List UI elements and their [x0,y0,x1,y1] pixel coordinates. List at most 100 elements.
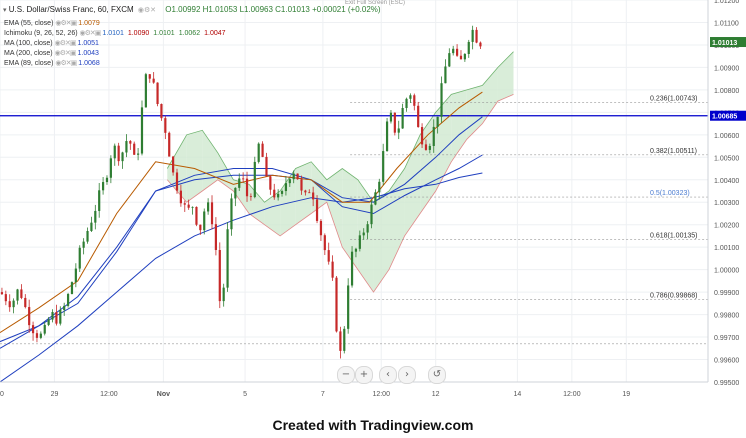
candle-body [436,116,439,127]
candle-body [382,151,385,182]
candle-body [444,66,447,84]
legend-label: EMA (89, close) [4,60,54,67]
chart-header: ▾ U.S. Dollar/Swiss Franc, 60, FXCM ◉ ⚙ … [3,5,381,14]
ichimoku-span-a [166,51,514,203]
candle-body [39,333,42,338]
legend-label: Ichimoku (9, 26, 52, 26) [4,30,78,37]
chevron-right-icon[interactable]: › [398,366,416,384]
legend-row[interactable]: MA (200, close) ◉⚙✕▣ 1.0043 [4,49,103,57]
ichimoku-cloud-segment [186,130,203,203]
candle-body [191,206,194,208]
candle-body [479,42,482,47]
candle-body [144,74,147,108]
legend-value: 1.0101 [153,30,175,37]
candle-body [31,325,35,334]
candle-body [362,232,365,236]
chevron-left-icon[interactable]: ‹ [379,366,397,384]
legend-controls-icon[interactable]: ◉⚙✕▣ [55,60,77,67]
candle-body [35,333,39,338]
candle-body [187,204,190,208]
candle-body [210,202,214,225]
legend-controls-icon[interactable]: ◉⚙✕▣ [55,20,77,27]
candle-body [24,297,27,308]
legend-label: MA (100, close) [4,40,53,47]
price-tick-label: 1.01200 [714,0,739,5]
candle-body [8,301,11,308]
candle-body [409,95,412,99]
candle-body [467,41,470,54]
candle-body [389,112,393,122]
price-chart[interactable]: 0.236(1.00743) 0.382(1.00511) 0.5(1.00323)… [0,0,746,400]
time-tick-label: 12:00 [372,391,390,398]
legend-row[interactable]: MA (100, close) ◉⚙✕▣ 1.0051 [4,39,103,47]
candle-body [195,206,198,225]
candle-body [304,190,307,193]
candle-body [265,156,268,177]
legend-value: 1.0090 [127,30,150,37]
header-controls-icon[interactable]: ◉ ⚙ ✕ [137,7,156,14]
reset-icon[interactable]: ↺ [428,366,446,384]
candle-body [420,127,424,145]
time-tick-label: 00 [0,391,4,398]
ema55-line [0,91,483,334]
candle-body [140,107,144,154]
fib-level-label: 0.618(1.00135) [650,232,697,239]
legend-label: MA (200, close) [4,50,53,57]
candle-body [257,143,260,162]
candle-body [319,220,323,236]
collapse-icon[interactable]: ▾ [3,7,7,14]
candle-body [327,250,330,262]
ema89-line [0,116,483,349]
candle-body [175,172,179,191]
candle-body [98,190,101,211]
candle-body [129,141,132,144]
ichimoku-cloud-segment [295,161,312,225]
price-tick-label: 0.99900 [714,290,739,297]
candle-body [113,145,116,159]
hline-price-tag: 1.00685 [712,114,737,121]
candle-body [331,261,334,278]
price-tick-label: 1.01100 [714,20,739,27]
legend-controls-icon[interactable]: ◉⚙✕▣ [79,30,102,37]
legend-controls-icon[interactable]: ◉⚙✕▣ [54,40,77,47]
plus-icon[interactable]: + [355,366,373,384]
candle-body [20,289,23,298]
candle-body [203,211,206,231]
exit-fullscreen-link[interactable]: Exit Full Screen (ESC) [345,0,406,6]
legend-row[interactable]: Ichimoku (9, 26, 52, 26) ◉⚙✕▣ 1.0101 1.0090… [4,29,230,37]
legend-row[interactable]: EMA (55, close) ◉⚙✕▣ 1.0079 [4,19,104,27]
candle-body [471,29,474,42]
ichimoku-cloud-segment [326,168,343,248]
candle-body [59,309,62,324]
candle-body [261,143,264,157]
time-tick-label: 19 [622,391,630,398]
candle-body [226,229,229,288]
legend-label: EMA (55, close) [4,20,54,27]
legend-row[interactable]: EMA (89, close) ◉⚙✕▣ 1.0068 [4,59,104,67]
candle-body [172,156,175,173]
time-tick-label: 29 [51,391,59,398]
candle-body [66,293,70,306]
candle-body [179,190,182,204]
candle-body [43,324,46,334]
ichimoku-cloud-segment [420,112,436,214]
price-tick-label: 1.00000 [714,268,739,275]
candle-body [218,250,221,302]
candle-body [55,312,58,324]
candle-body [405,98,408,109]
legend-controls-icon[interactable]: ◉⚙✕▣ [54,50,77,57]
candle-body [463,53,466,60]
candle-body [300,179,303,191]
candle-body [343,328,346,351]
chart-area[interactable]: 0.236(1.00743) 0.382(1.00511) 0.5(1.00323)… [0,0,746,400]
candle-body [109,158,112,178]
candle-body [207,202,210,212]
price-tick-label: 0.99800 [714,313,739,320]
minus-icon[interactable]: − [337,366,355,384]
candle-body [455,48,459,56]
candle-body [136,153,140,155]
candle-body [47,319,50,325]
candle-body [347,285,350,329]
ichimoku-cloud-segment [248,184,265,225]
ichimoku-cloud-segment [202,130,218,191]
